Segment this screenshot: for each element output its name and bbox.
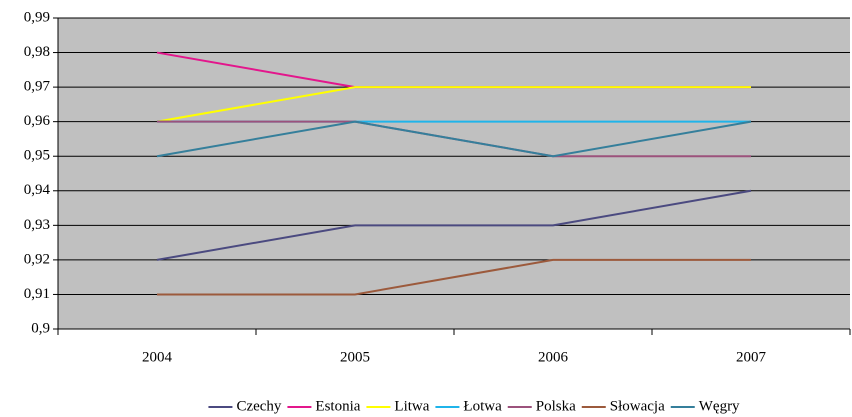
legend-label: Łotwa	[463, 398, 502, 414]
y-tick-label: 0,98	[24, 44, 50, 60]
y-tick-label: 0,91	[24, 286, 50, 302]
y-tick-label: 0,95	[24, 148, 50, 164]
x-tick-label: 2005	[340, 349, 370, 365]
legend: Czechy Estonia Litwa Łotwa Polska Słowacja Węg…	[208, 398, 740, 414]
series-line	[156, 189, 752, 261]
x-tick-label: 2007	[736, 349, 767, 365]
legend-label: Estonia	[315, 398, 360, 414]
legend-label: Węgry	[699, 398, 740, 414]
y-tick-label: 0,97	[24, 79, 51, 95]
x-tick-label: 2006	[538, 349, 569, 365]
series-line	[156, 120, 752, 158]
series-line	[157, 258, 751, 296]
series-line	[156, 86, 751, 123]
y-tick-label: 0,93	[24, 217, 50, 233]
legend-label: Polska	[536, 398, 576, 414]
plot-area	[58, 18, 850, 329]
legend-label: Słowacja	[610, 398, 665, 414]
legend-label: Litwa	[394, 398, 429, 414]
y-tick-label: 0,94	[24, 182, 51, 198]
legend-label: Czechy	[236, 398, 281, 414]
y-tick-label: 0,92	[24, 251, 50, 267]
y-tick-label: 0,99	[24, 9, 50, 25]
y-tick-label: 0,96	[24, 113, 51, 129]
y-tick-label: 0,9	[31, 320, 50, 336]
x-tick-label: 2004	[142, 349, 173, 365]
